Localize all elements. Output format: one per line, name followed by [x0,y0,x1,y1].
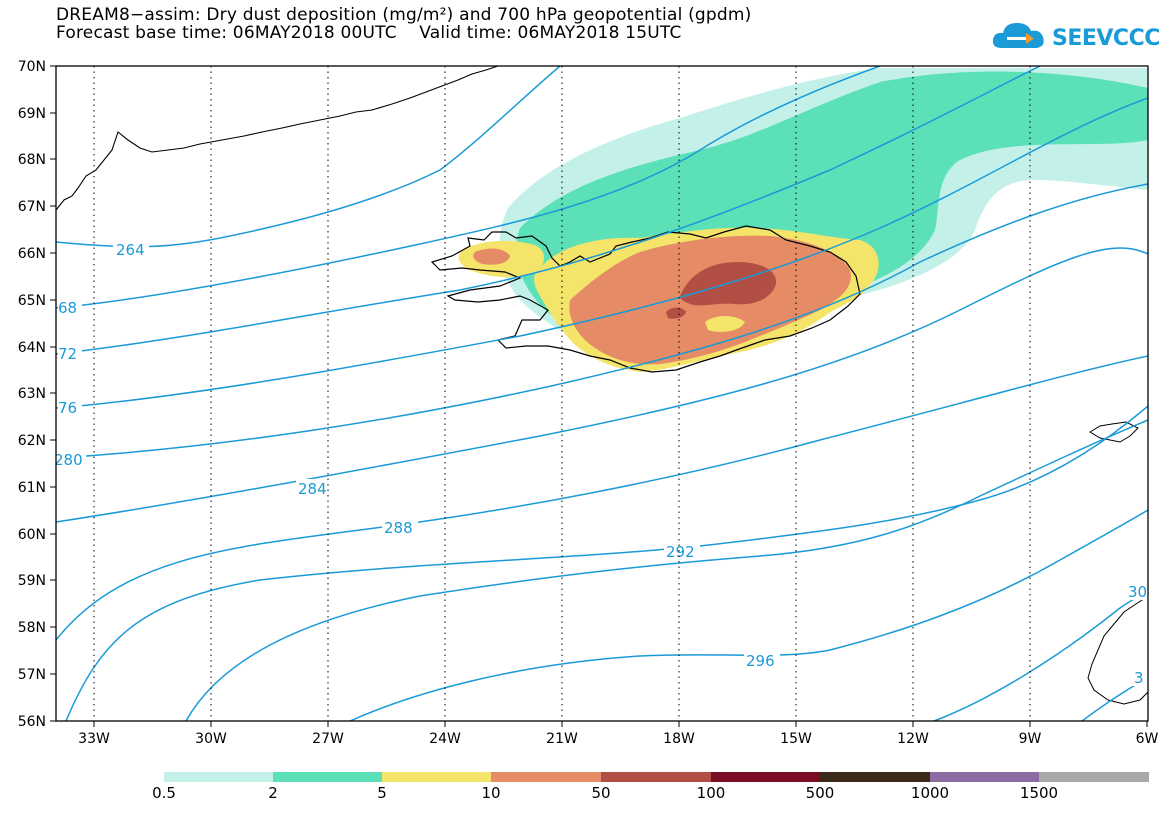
contour-288 [56,355,1148,641]
title-line-1: DREAM8−assim: Dry dust deposition (mg/m²… [56,5,752,25]
cloud-arrow-icon [992,23,1044,48]
legend-swatch [820,772,930,782]
legend-swatch [491,772,601,782]
contour-label-280: 280 [54,451,83,469]
lat-ticks [50,65,56,722]
iceland-coastline [430,225,861,373]
lon-label: 6W [1136,731,1159,747]
contour-268 [56,66,881,309]
deposition-area-50-south [666,307,686,319]
lon-label: 30W [195,731,227,747]
legend-swatch [382,772,491,782]
lon-label: 12W [897,731,929,747]
lon-label: 27W [312,731,344,747]
legend-label: 10 [481,784,501,802]
deposition-area-10-west [473,248,510,265]
logo-text: SEEVCCC [1052,26,1160,51]
contour-label-30: 30 [1128,583,1147,601]
contour-284 [56,247,1148,523]
lon-label: 9W [1019,731,1042,747]
contour-label-268: 68 [58,299,77,317]
legend-colorbar [164,772,1149,782]
contour-276 [56,97,1148,409]
geopotential-contours [56,66,1148,721]
contour-300 [349,509,1148,721]
contour-label-264: 264 [116,241,145,259]
lon-label: 33W [78,731,110,747]
legend-swatch [1039,772,1149,782]
legend-label: 1500 [1019,784,1059,802]
lon-ticks [93,721,1148,727]
legend-label: 1000 [910,784,950,802]
contour-label-group [56,240,1148,686]
legend-label: 100 [696,784,726,802]
lat-label: 68N [18,152,46,168]
lat-label: 66N [18,246,46,262]
legend-swatch [601,772,711,782]
lon-label: 18W [663,731,695,747]
contour-296 [185,419,1148,721]
lat-label: 64N [18,340,46,356]
legend-label: 500 [805,784,835,802]
contour-label-3: 3 [1134,669,1144,687]
contour-label-276: 76 [58,399,77,417]
lat-label: 67N [18,199,46,215]
legend-swatch [273,772,382,782]
deposition-clear-patch [705,316,745,332]
lon-label: 21W [546,731,578,747]
map-gridlines [93,66,1031,721]
contour-264 [56,66,561,248]
legend-label: 2 [268,784,278,802]
contour-label-284: 284 [298,480,327,498]
legend-swatch [164,772,273,782]
legend-label: 5 [377,784,387,802]
scotland-coastline [1087,595,1148,705]
lat-label: 57N [18,667,46,683]
lat-label: 62N [18,433,46,449]
lat-label: 69N [18,106,46,122]
lat-label: 58N [18,620,46,636]
lat-label: 60N [18,527,46,543]
contour-272 [56,66,1041,355]
legend-label: 0.5 [152,784,176,802]
seevccc-logo: SEEVCCC [990,18,1170,58]
lon-label: 24W [429,731,461,747]
contour-292 [65,405,1148,721]
lat-label: 56N [18,714,46,730]
greenland-coastline [56,66,499,211]
lon-label: 15W [780,731,812,747]
contour-label-288: 288 [384,519,413,537]
map-plot-area: 264 68 72 76 280 284 288 292 296 30 3 [54,66,1148,721]
legend-swatch [711,772,820,782]
contour-label-272: 72 [58,345,77,363]
lat-label: 70N [18,59,46,75]
contour-label-292: 292 [666,543,695,561]
lat-label: 59N [18,573,46,589]
faroe-coastline [1089,421,1139,443]
lat-label: 63N [18,386,46,402]
lat-label: 61N [18,480,46,496]
legend-label: 50 [591,784,611,802]
lat-label: 65N [18,293,46,309]
contour-280 [56,183,1148,459]
legend-swatch [930,772,1039,782]
title-line-2: Forecast base time: 06MAY2018 00UTC Vali… [56,23,682,43]
contour-label-296: 296 [746,652,775,670]
